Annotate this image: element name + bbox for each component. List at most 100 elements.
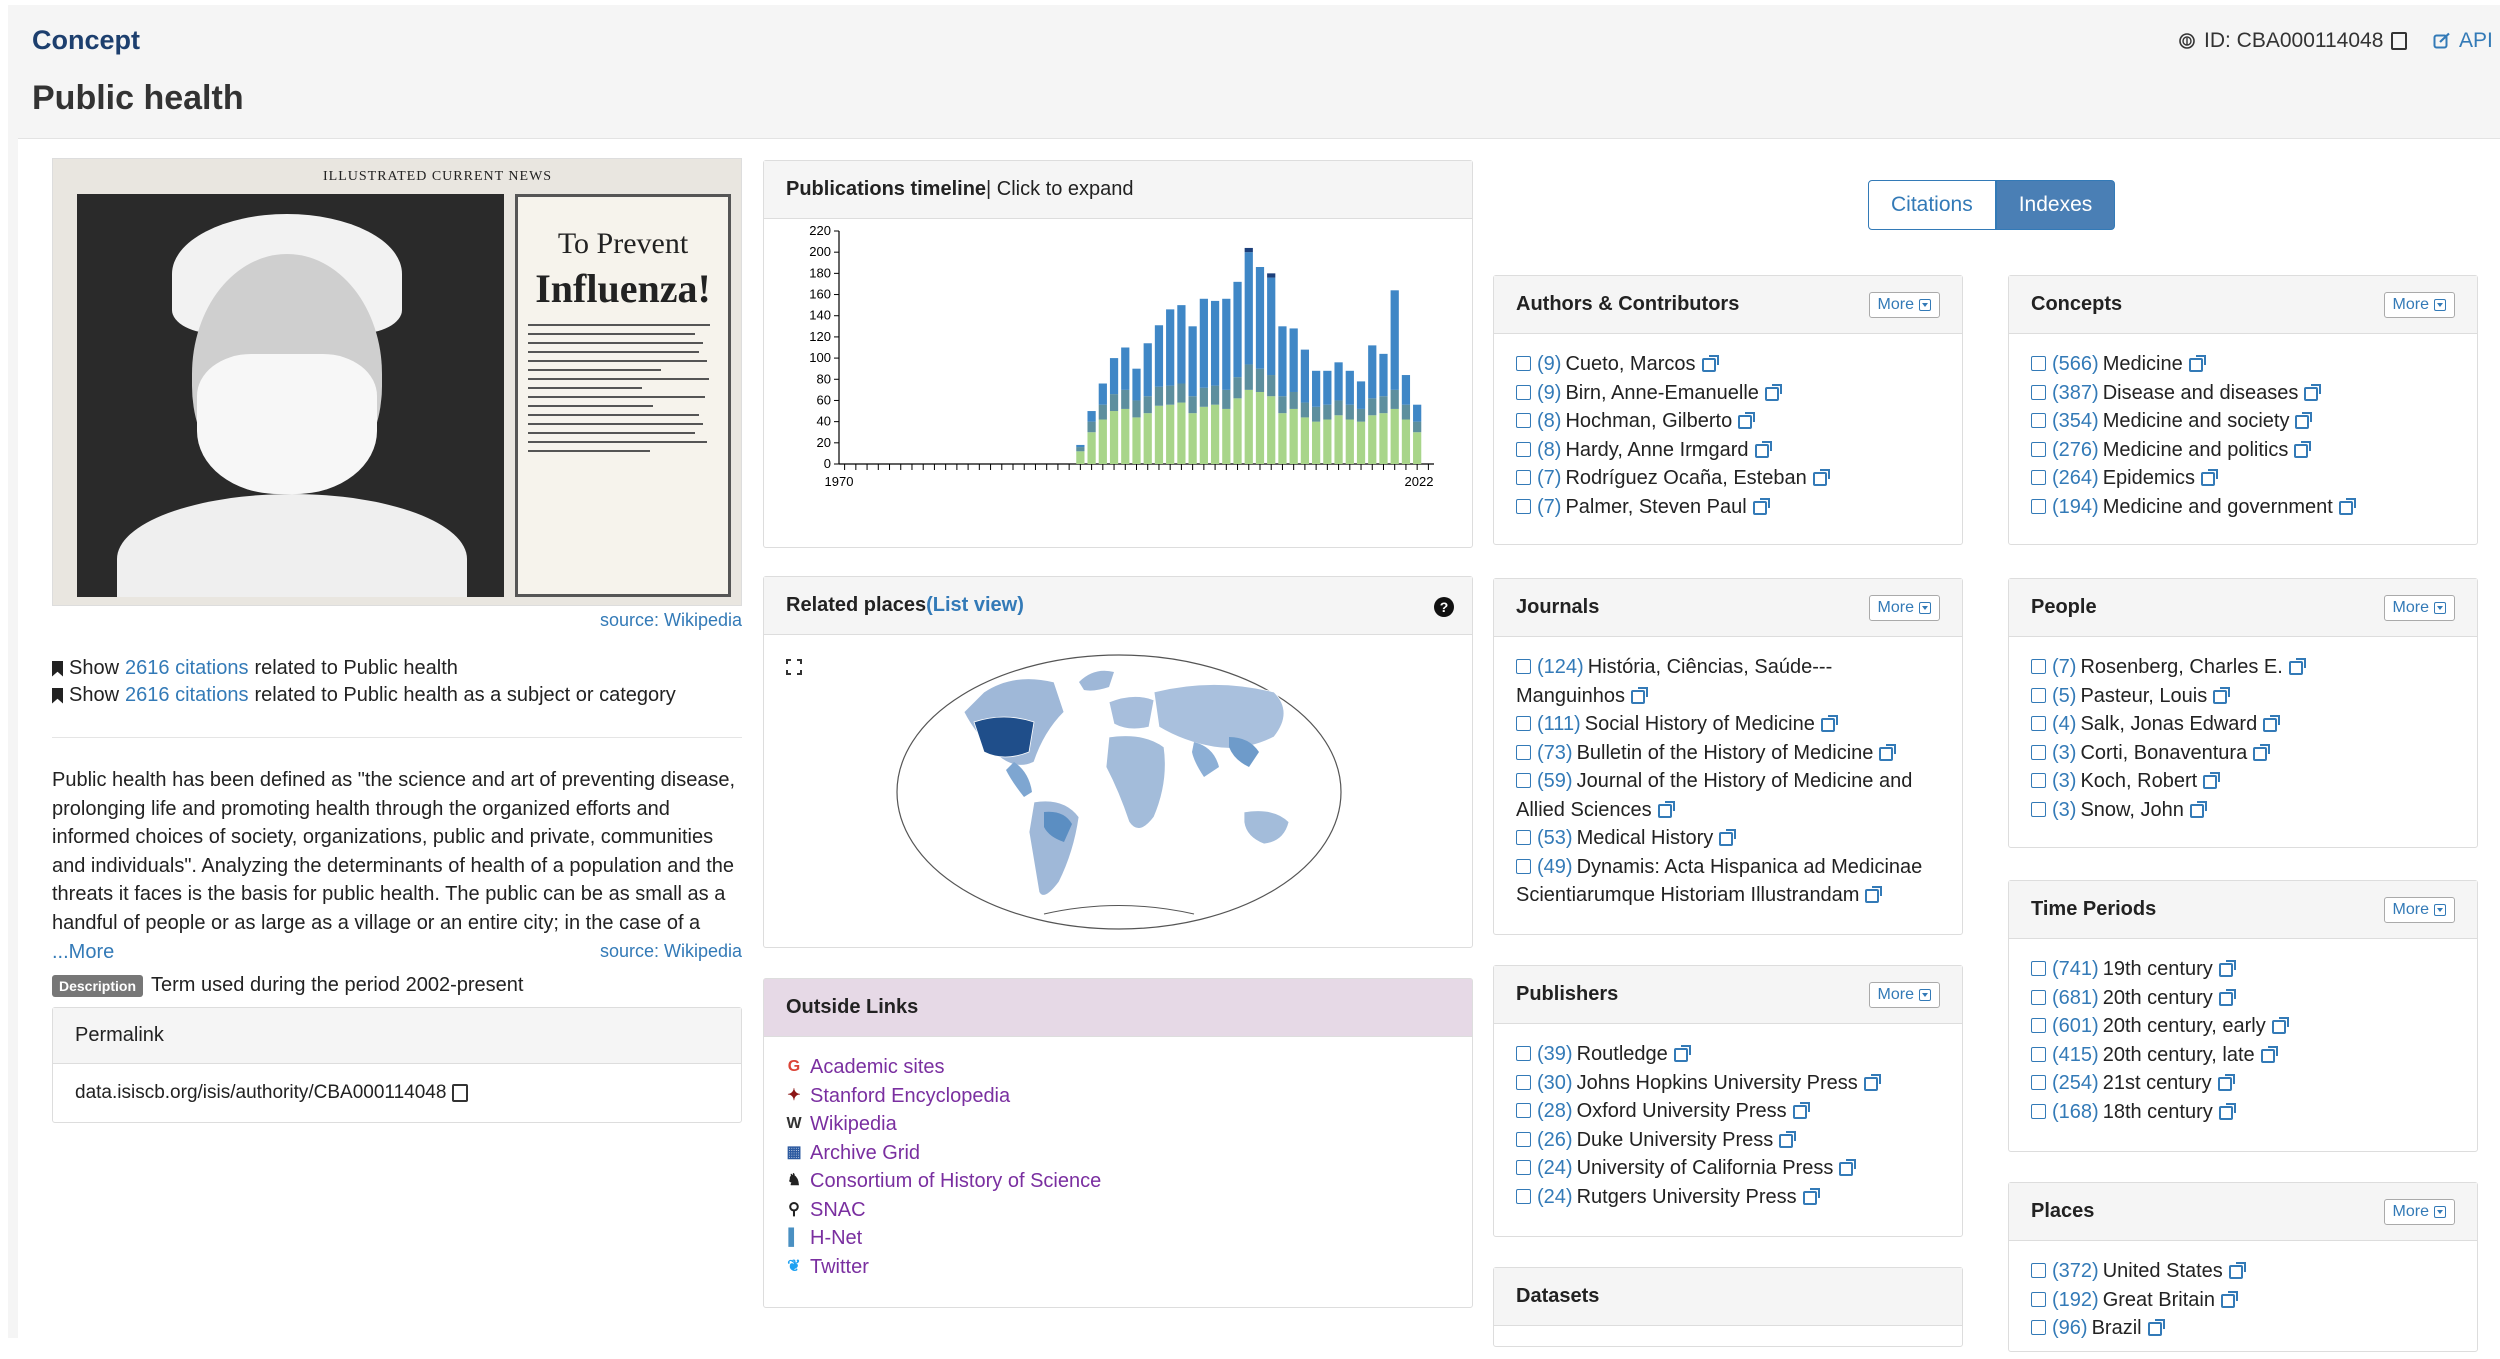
external-link-icon[interactable]: [2203, 772, 2221, 789]
facet-count[interactable]: (49): [1537, 855, 1573, 878]
timeline-bar-segment[interactable]: [1188, 396, 1197, 414]
facet-checkbox[interactable]: [2031, 1291, 2046, 1307]
external-link-icon[interactable]: [1802, 1187, 1820, 1205]
facet-checkbox[interactable]: [1516, 1131, 1531, 1147]
timeline-bar-segment[interactable]: [1177, 383, 1186, 403]
timeline-bar-segment[interactable]: [1244, 247, 1253, 253]
external-link-icon[interactable]: [1839, 1159, 1857, 1176]
timeline-bar-segment[interactable]: [1121, 347, 1130, 390]
external-link-icon[interactable]: [1752, 497, 1770, 515]
facet-checkbox[interactable]: [1516, 470, 1531, 485]
facet-checkbox[interactable]: [2031, 1075, 2046, 1090]
external-link-icon[interactable]: [2253, 743, 2271, 761]
timeline-bar-segment[interactable]: [1390, 408, 1399, 464]
facet-count[interactable]: (3): [2052, 770, 2077, 792]
external-link-icon[interactable]: [2218, 960, 2236, 977]
external-link-icon[interactable]: [1719, 829, 1737, 846]
external-link-icon[interactable]: [2218, 988, 2236, 1006]
more-button[interactable]: More: [2383, 594, 2455, 621]
timeline-bar-segment[interactable]: [1154, 325, 1164, 387]
facet-checkbox[interactable]: [1516, 830, 1531, 845]
timeline-bar-segment[interactable]: [1312, 421, 1321, 464]
outside-link[interactable]: SNAC: [810, 1198, 866, 1221]
timeline-bar-segment[interactable]: [1233, 377, 1242, 399]
timeline-bar-segment[interactable]: [1345, 370, 1354, 405]
timeline-bar-segment[interactable]: [1199, 387, 1208, 407]
citations-link[interactable]: 2616 citations: [125, 657, 249, 679]
more-description-link[interactable]: ...More: [52, 941, 115, 963]
facet-count[interactable]: (681): [2052, 986, 2099, 1009]
timeline-bar-segment[interactable]: [1413, 421, 1422, 433]
external-link-icon[interactable]: [2228, 1262, 2246, 1279]
facet-count[interactable]: (30): [1537, 1071, 1573, 1094]
timeline-bar-segment[interactable]: [1076, 451, 1085, 464]
external-link-icon[interactable]: [2220, 1290, 2238, 1308]
facet-checkbox[interactable]: [2031, 356, 2046, 371]
timeline-bar-segment[interactable]: [1323, 370, 1332, 405]
external-link-icon[interactable]: [1630, 686, 1648, 704]
facet-checkbox[interactable]: [2031, 441, 2046, 457]
facet-checkbox[interactable]: [1516, 384, 1531, 400]
facet-count[interactable]: (8): [1537, 410, 1562, 432]
timeline-bar-segment[interactable]: [1177, 305, 1186, 384]
facet-count[interactable]: (566): [2052, 353, 2099, 375]
external-link-icon[interactable]: [1863, 1073, 1881, 1091]
timeline-bar-segment[interactable]: [1109, 411, 1119, 464]
timeline-bar-segment[interactable]: [1154, 405, 1164, 464]
external-link-icon[interactable]: [2288, 658, 2306, 675]
timeline-bar-segment[interactable]: [1379, 396, 1388, 414]
timeline-bar-segment[interactable]: [1390, 389, 1399, 409]
outside-link[interactable]: Twitter: [810, 1255, 869, 1278]
external-link-icon[interactable]: [2304, 383, 2322, 401]
timeline-bar-segment[interactable]: [1233, 281, 1242, 378]
timeline-bar-segment[interactable]: [1401, 404, 1411, 420]
facet-count[interactable]: (741): [2052, 958, 2099, 980]
timeline-bar-segment[interactable]: [1368, 415, 1377, 464]
timeline-bar-segment[interactable]: [1109, 358, 1119, 395]
timeline-bar-segment[interactable]: [1087, 421, 1096, 433]
indexes-toggle-button[interactable]: Indexes: [1995, 180, 2116, 230]
facet-checkbox[interactable]: [2031, 801, 2046, 817]
timeline-bar-segment[interactable]: [1132, 368, 1141, 401]
facet-checkbox[interactable]: [1516, 413, 1531, 428]
citations-toggle-button[interactable]: Citations: [1868, 180, 1996, 230]
timeline-bar-segment[interactable]: [1356, 421, 1366, 464]
outside-link-item[interactable]: ▌ H-Net: [786, 1224, 1450, 1253]
timeline-bar-segment[interactable]: [1255, 368, 1265, 392]
facet-checkbox[interactable]: [1516, 716, 1531, 731]
more-button[interactable]: More: [1868, 291, 1940, 318]
facet-checkbox[interactable]: [1516, 1160, 1531, 1175]
external-link-icon[interactable]: [1779, 1130, 1797, 1148]
external-link-icon[interactable]: [1701, 355, 1719, 372]
external-link-icon[interactable]: [1673, 1045, 1691, 1062]
timeline-bar-segment[interactable]: [1267, 375, 1276, 397]
timeline-bar-segment[interactable]: [1289, 391, 1298, 409]
timeline-bar-segment[interactable]: [1222, 389, 1231, 409]
timeline-bar-segment[interactable]: [1278, 326, 1287, 397]
timeline-bar-segment[interactable]: [1289, 408, 1298, 464]
facet-count[interactable]: (28): [1537, 1100, 1573, 1122]
timeline-bar-segment[interactable]: [1098, 419, 1107, 464]
timeline-bar-segment[interactable]: [1109, 394, 1119, 412]
outside-link-item[interactable]: W Wikipedia: [786, 1110, 1450, 1139]
external-link-icon[interactable]: [2189, 800, 2207, 818]
facet-count[interactable]: (53): [1537, 827, 1573, 849]
facet-checkbox[interactable]: [2031, 470, 2046, 485]
facet-checkbox[interactable]: [1516, 441, 1531, 457]
timeline-bar-segment[interactable]: [1121, 389, 1130, 409]
facet-count[interactable]: (9): [1537, 381, 1562, 404]
timeline-bar-segment[interactable]: [1278, 396, 1287, 414]
facet-checkbox[interactable]: [2031, 384, 2046, 400]
facet-checkbox[interactable]: [2031, 659, 2046, 674]
facet-checkbox[interactable]: [1516, 356, 1531, 371]
timeline-bar-segment[interactable]: [1188, 326, 1197, 397]
facet-checkbox[interactable]: [1516, 498, 1531, 514]
timeline-bar-segment[interactable]: [1289, 328, 1298, 392]
outside-link-item[interactable]: G Academic sites: [786, 1053, 1450, 1082]
external-link-icon[interactable]: [1812, 469, 1830, 486]
facet-count[interactable]: (3): [2052, 798, 2077, 821]
timeline-header[interactable]: Publications timeline | Click to expand: [764, 161, 1472, 219]
timeline-bar-segment[interactable]: [1267, 396, 1276, 464]
timeline-bar-segment[interactable]: [1087, 432, 1096, 464]
timeline-bar-segment[interactable]: [1154, 386, 1164, 406]
